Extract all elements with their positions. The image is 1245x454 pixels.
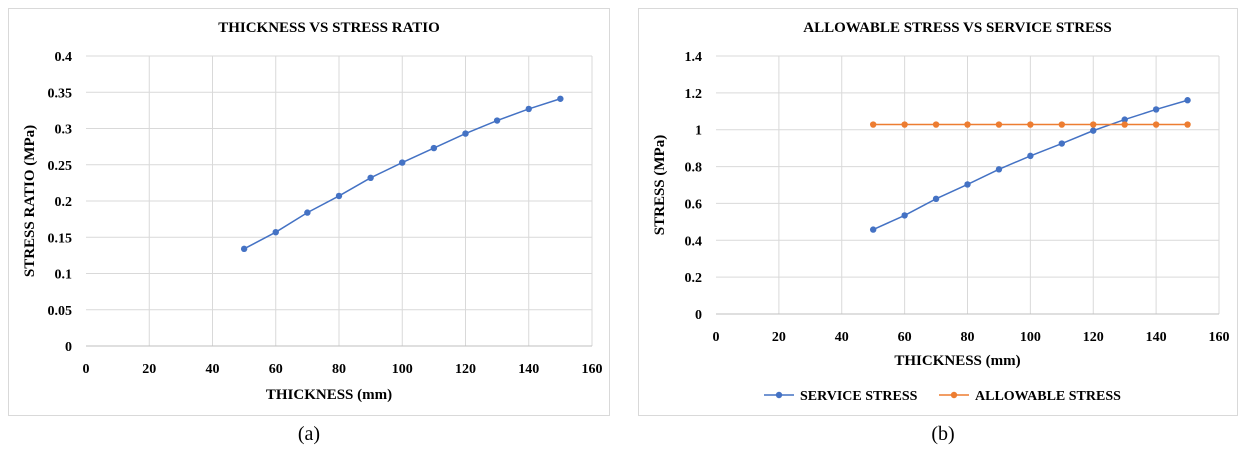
- chart-a-x-tick-label: 80: [332, 362, 346, 377]
- chart-b-x-axis-title: THICKNESS (mm): [894, 353, 1020, 369]
- chart-a-title: THICKNESS VS STRESS RATIO: [218, 20, 440, 36]
- chart-b-data-point: [1058, 121, 1066, 128]
- chart-a-y-tick-label: 0.3: [55, 123, 73, 138]
- caption-b: (b): [931, 423, 955, 445]
- chart-a-y-tick-label: 0.05: [48, 304, 73, 319]
- chart-b-y-tick-label: 1.2: [685, 87, 703, 102]
- chart-b-x-tick-label: 160: [1209, 330, 1230, 345]
- chart-b-data-point: [932, 121, 940, 128]
- chart-a-y-tick-label: 0.2: [55, 195, 73, 210]
- chart-a-data-point: [304, 209, 311, 216]
- legend-marker-dot: [775, 391, 783, 399]
- chart-b-y-axis-title: STRESS (MPa): [652, 135, 668, 235]
- chart-b-data-point: [869, 121, 877, 128]
- chart-b-y-tick-label: 0: [695, 308, 702, 323]
- chart-b-data-point: [964, 121, 971, 128]
- chart-b-x-tick-label: 40: [835, 330, 849, 345]
- chart-a-x-tick-label: 120: [455, 362, 476, 377]
- chart-a-y-tick-label: 0.35: [48, 86, 73, 101]
- chart-b-data-point: [1121, 121, 1128, 128]
- chart-b-data-point: [1152, 121, 1160, 128]
- chart-a-data-point: [462, 130, 469, 137]
- chart-b-svg: ALLOWABLE STRESS VS SERVICE STRESS 0 0.2 0.…: [652, 20, 1230, 404]
- chart-a-data-point: [557, 95, 564, 102]
- legend-label: ALLOWABLE STRESS: [975, 389, 1121, 404]
- chart-a-y-tick-label: 0.4: [55, 50, 73, 65]
- chart-a-data-point: [493, 117, 501, 124]
- chart-b-x-tick-label: 20: [772, 330, 786, 345]
- chart-b-data-point: [995, 121, 1003, 128]
- chart-b-y-tick-label: 1.4: [685, 50, 703, 65]
- chart-b-y-tick-label: 0.2: [685, 271, 703, 286]
- chart-b-data-point: [901, 121, 908, 128]
- chart-a-data-point: [399, 159, 406, 166]
- chart-b-data-point: [1027, 152, 1034, 160]
- chart-b-x-tick-label: 100: [1020, 330, 1041, 345]
- chart-b-data-point: [1184, 121, 1191, 128]
- chart-a-data-point: [335, 192, 343, 200]
- chart-a-data-point: [525, 105, 532, 113]
- caption-a: (a): [297, 423, 321, 445]
- chart-b-y-tick-label: 0.8: [685, 161, 703, 176]
- chart-b-y-tick-label: 0.6: [685, 197, 703, 212]
- chart-a-data-point: [430, 144, 438, 152]
- chart-panel-a: THICKNESS VS STRESS RATIO 0 0.05 0.1 0.15 0.2…: [8, 8, 610, 416]
- chart-a-x-tick-label: 100: [392, 362, 413, 377]
- chart-a-data-point: [272, 228, 279, 236]
- chart-b-title: ALLOWABLE STRESS VS SERVICE STRESS: [803, 20, 1112, 36]
- chart-b-data-point: [901, 212, 908, 219]
- chart-b-data-point: [1152, 106, 1160, 113]
- chart-b-x-tick-label: 60: [898, 330, 912, 345]
- chart-a-x-tick-label: 20: [142, 362, 156, 377]
- chart-b-data-point: [995, 166, 1003, 173]
- chart-a-y-tick-label: 0.25: [48, 159, 73, 174]
- chart-b-y-tick-label: 1: [695, 124, 702, 139]
- chart-b-data-point: [1090, 127, 1097, 134]
- chart-b-data-point: [1027, 121, 1034, 128]
- chart-a-svg: THICKNESS VS STRESS RATIO 0 0.05 0.1 0.15 0.2…: [22, 20, 603, 403]
- chart-a-y-tick-label: 0.15: [48, 231, 73, 246]
- chart-a-x-axis-title: THICKNESS (mm): [266, 387, 392, 403]
- chart-b-x-tick-label: 80: [961, 330, 975, 345]
- chart-b-data-point: [932, 195, 940, 203]
- chart-a-data-point: [240, 245, 248, 253]
- chart-a-x-tick-label: 160: [582, 362, 603, 377]
- chart-b-x-tick-label: 0: [713, 330, 720, 345]
- chart-a-x-tick-label: 0: [83, 362, 90, 377]
- chart-a-y-axis-title: STRESS RATIO (MPa): [22, 125, 38, 277]
- chart-b-data-point: [1090, 121, 1097, 128]
- legend-label: SERVICE STRESS: [800, 389, 918, 404]
- chart-panel-b: ALLOWABLE STRESS VS SERVICE STRESS 0 0.2 0.…: [638, 8, 1238, 416]
- chart-a-x-tick-label: 40: [206, 362, 220, 377]
- chart-a-y-tick-label: 0.1: [55, 268, 73, 283]
- chart-b-x-tick-label: 120: [1083, 330, 1104, 345]
- chart-b-y-tick-label: 0.4: [685, 234, 703, 249]
- chart-b-data-point: [1184, 97, 1191, 104]
- legend-marker-dot: [950, 391, 958, 399]
- chart-b-data-point: [1121, 116, 1128, 123]
- chart-b-x-tick-label: 140: [1146, 330, 1167, 345]
- chart-a-x-tick-label: 140: [518, 362, 539, 377]
- chart-a-y-tick-label: 0: [65, 340, 72, 355]
- chart-a-data-point: [367, 174, 374, 181]
- chart-b-data-point: [869, 226, 877, 233]
- chart-a-x-tick-label: 60: [269, 362, 283, 377]
- chart-b-data-point: [1058, 140, 1066, 147]
- chart-b-data-point: [964, 181, 971, 188]
